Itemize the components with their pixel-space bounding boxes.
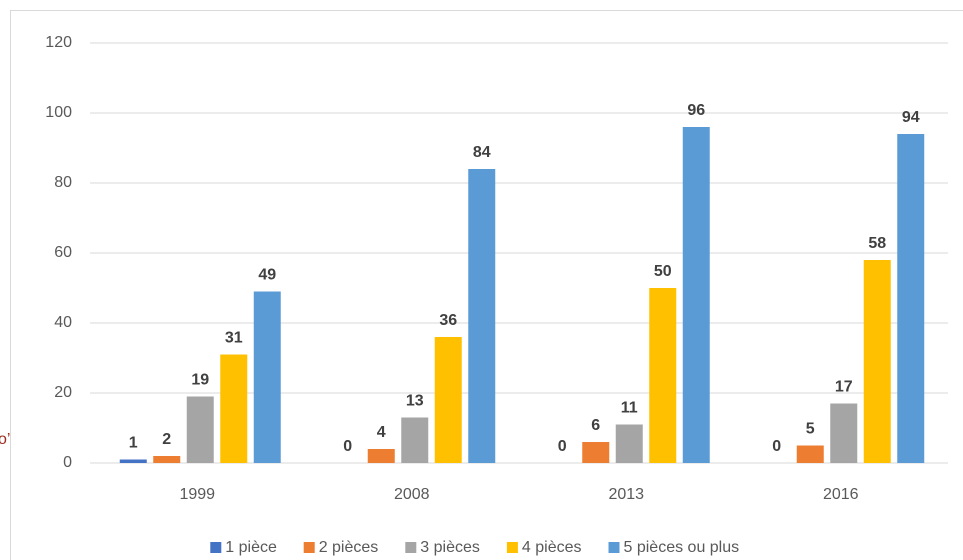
bar [220, 354, 248, 463]
y-tick-label: 80 [54, 174, 72, 191]
data-label: 84 [473, 144, 491, 161]
legend-label: 3 pièces [420, 539, 480, 556]
bar [582, 442, 610, 463]
bar [153, 456, 181, 463]
data-label: 58 [868, 235, 886, 252]
data-label: 94 [902, 109, 920, 126]
bar [863, 260, 891, 463]
data-label: 49 [258, 267, 276, 284]
x-tick-label: 2008 [394, 486, 430, 503]
data-label: 19 [191, 372, 209, 389]
bar [897, 134, 925, 463]
data-label: 1 [129, 435, 138, 452]
y-tick-label: 0 [63, 454, 72, 471]
data-label: 96 [687, 102, 705, 119]
data-label: 0 [343, 438, 352, 455]
data-label: 31 [225, 330, 243, 347]
y-tick-label: 60 [54, 244, 72, 261]
bar [830, 403, 858, 463]
legend-swatch [608, 542, 620, 553]
data-label: 0 [558, 438, 567, 455]
bar [468, 169, 496, 463]
bar [796, 445, 824, 463]
bar [434, 337, 462, 463]
data-label: 4 [377, 424, 386, 441]
bar [186, 396, 214, 463]
y-tick-label: 20 [54, 384, 72, 401]
legend-swatch [506, 542, 518, 553]
data-label: 11 [621, 400, 638, 417]
data-label: 50 [654, 263, 672, 280]
data-label: 2 [162, 431, 171, 448]
legend-label: 2 pièces [319, 539, 379, 556]
bar [682, 127, 710, 463]
bar [119, 459, 147, 463]
bar [401, 417, 429, 463]
legend-swatch [303, 542, 315, 553]
bar [615, 424, 643, 463]
x-tick-label: 2016 [823, 486, 859, 503]
chart-border [10, 10, 963, 560]
bar [367, 449, 395, 463]
legend-swatch [405, 542, 417, 553]
bar [649, 288, 677, 463]
data-label: 0 [772, 438, 781, 455]
legend-swatch [210, 542, 222, 553]
y-tick-label: 100 [45, 104, 72, 121]
x-tick-label: 2013 [608, 486, 644, 503]
data-label: 13 [406, 393, 424, 410]
y-tick-label: 40 [54, 314, 72, 331]
bar [253, 291, 281, 463]
x-tick-label: 1999 [179, 486, 215, 503]
legend-label: 4 pièces [522, 539, 582, 556]
data-label: 36 [439, 312, 457, 329]
annotation: o’ [0, 431, 10, 448]
legend-label: 1 pièce [225, 539, 277, 556]
y-tick-label: 120 [45, 34, 72, 51]
data-label: 6 [591, 417, 600, 434]
data-label: 5 [806, 421, 815, 438]
legend-label: 5 pièces ou plus [624, 539, 740, 556]
data-label: 17 [835, 379, 853, 396]
